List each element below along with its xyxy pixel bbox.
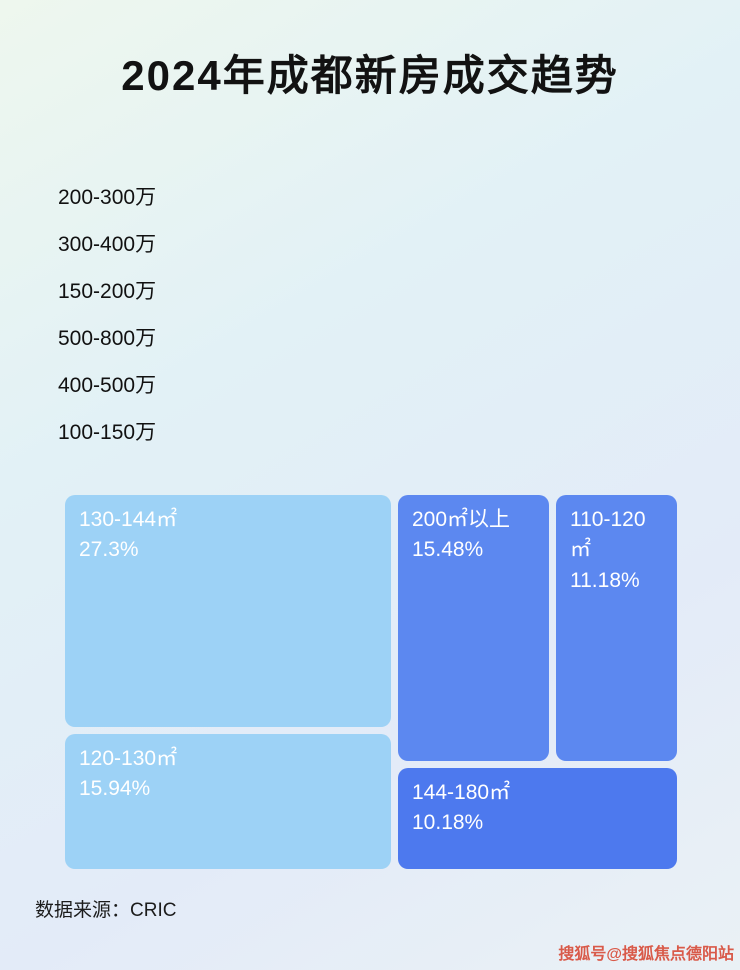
treemap-block: 130-144㎡ 27.3% bbox=[65, 495, 391, 727]
treemap-block: 200㎡以上 15.48% bbox=[398, 495, 549, 761]
bar-track bbox=[176, 184, 698, 208]
treemap-block: 144-180㎡ 10.18% bbox=[398, 768, 677, 869]
bar-category-label: 300-400万 bbox=[58, 232, 157, 256]
bar-track bbox=[176, 231, 698, 255]
price-range-bar-chart: 200-300万 300-400万 150-200万 500-800万 400-… bbox=[58, 172, 698, 454]
treemap-block: 110-120㎡ 11.18% bbox=[556, 495, 677, 761]
bar-row: 100-150万 bbox=[58, 407, 698, 454]
treemap-block-label: 110-120㎡ bbox=[570, 508, 646, 562]
treemap-block-label: 144-180㎡ bbox=[412, 781, 511, 804]
bar-row: 500-800万 bbox=[58, 313, 698, 360]
treemap-block: 120-130㎡ 15.94% bbox=[65, 734, 391, 869]
page-title: 2024年成都新房成交趋势 bbox=[121, 52, 619, 99]
treemap-block-label: 120-130㎡ bbox=[79, 747, 178, 770]
bar-row: 150-200万 bbox=[58, 266, 698, 313]
treemap-block-label: 130-144㎡ bbox=[79, 508, 178, 531]
bar-track bbox=[176, 278, 698, 302]
bar-category-label: 200-300万 bbox=[58, 185, 157, 209]
bar-row: 200-300万 bbox=[58, 172, 698, 219]
area-size-treemap: 130-144㎡ 27.3% 200㎡以上 15.48% 110-120㎡ 11… bbox=[65, 495, 677, 869]
bar-category-label: 500-800万 bbox=[58, 326, 157, 350]
bar-track bbox=[176, 419, 698, 443]
bar-category-label: 400-500万 bbox=[58, 373, 157, 397]
data-source-note: 数据来源：CRIC bbox=[35, 900, 177, 921]
bar-category-label: 150-200万 bbox=[58, 279, 157, 303]
bar-row: 300-400万 bbox=[58, 219, 698, 266]
watermark-text: 搜狐号@搜狐焦点德阳站 bbox=[558, 946, 734, 963]
bar-category-label: 100-150万 bbox=[58, 420, 157, 444]
treemap-block-value: 27.3% bbox=[79, 538, 139, 562]
bar-track bbox=[176, 325, 698, 349]
treemap-block-value: 10.18% bbox=[412, 811, 484, 835]
treemap-block-value: 15.94% bbox=[79, 777, 151, 801]
treemap-block-value: 15.48% bbox=[412, 538, 484, 562]
bar-track bbox=[176, 372, 698, 396]
treemap-block-label: 200㎡以上 bbox=[412, 508, 511, 531]
bar-row: 400-500万 bbox=[58, 360, 698, 407]
treemap-block-value: 11.18% bbox=[570, 568, 640, 592]
